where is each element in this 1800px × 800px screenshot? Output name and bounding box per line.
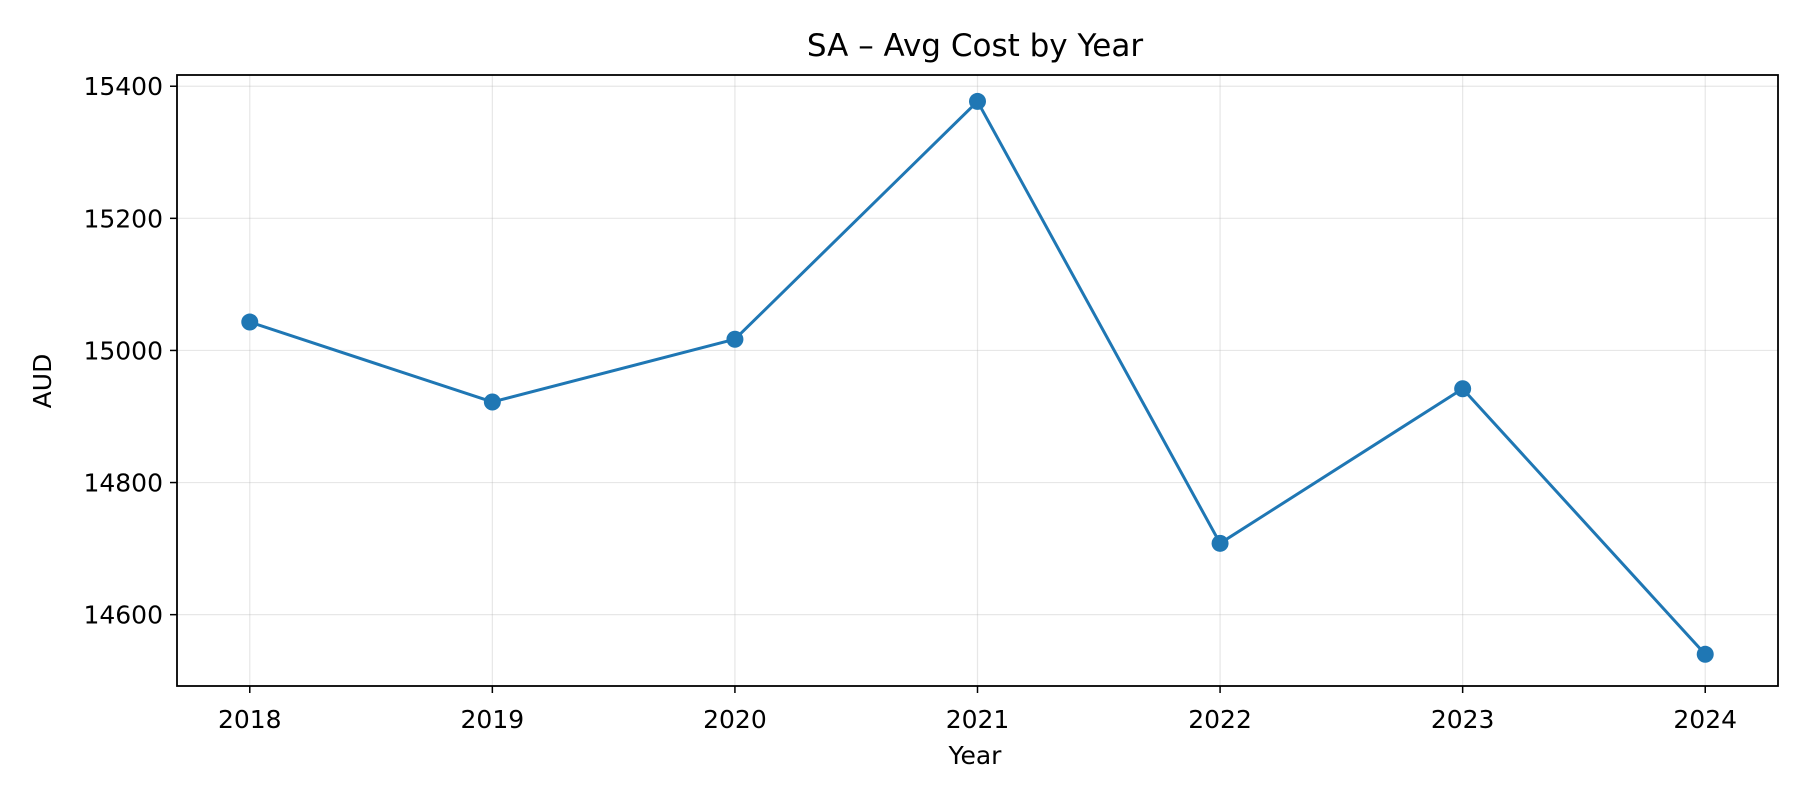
x-tick-label: 2023 [1431, 705, 1495, 734]
x-tick-label: 2018 [218, 705, 282, 734]
chart-title: SA – Avg Cost by Year [807, 28, 1143, 64]
y-tick-label: 14600 [83, 601, 163, 630]
x-axis: 2018 2019 2020 2021 2022 2023 2024 [218, 686, 1737, 734]
y-axis-label: AUD [28, 354, 57, 409]
data-point [726, 330, 744, 348]
y-tick-label: 14800 [83, 469, 163, 498]
y-tick-label: 15200 [83, 204, 163, 233]
data-point [1696, 645, 1714, 663]
y-axis: 14600 14800 15000 15200 15400 [83, 72, 177, 630]
data-point [241, 313, 259, 331]
data-point [1454, 380, 1472, 398]
grid [177, 75, 1778, 686]
y-tick-label: 15400 [83, 72, 163, 101]
x-tick-label: 2021 [946, 705, 1010, 734]
x-tick-label: 2024 [1673, 705, 1737, 734]
series-layer [241, 92, 1714, 663]
data-point [969, 92, 986, 110]
data-point [483, 393, 501, 411]
data-point [1211, 534, 1229, 552]
x-tick-label: 2019 [461, 705, 525, 734]
x-tick-label: 2020 [703, 705, 767, 734]
x-axis-label: Year [948, 741, 1003, 770]
x-tick-label: 2022 [1188, 705, 1252, 734]
y-tick-label: 15000 [83, 336, 163, 365]
